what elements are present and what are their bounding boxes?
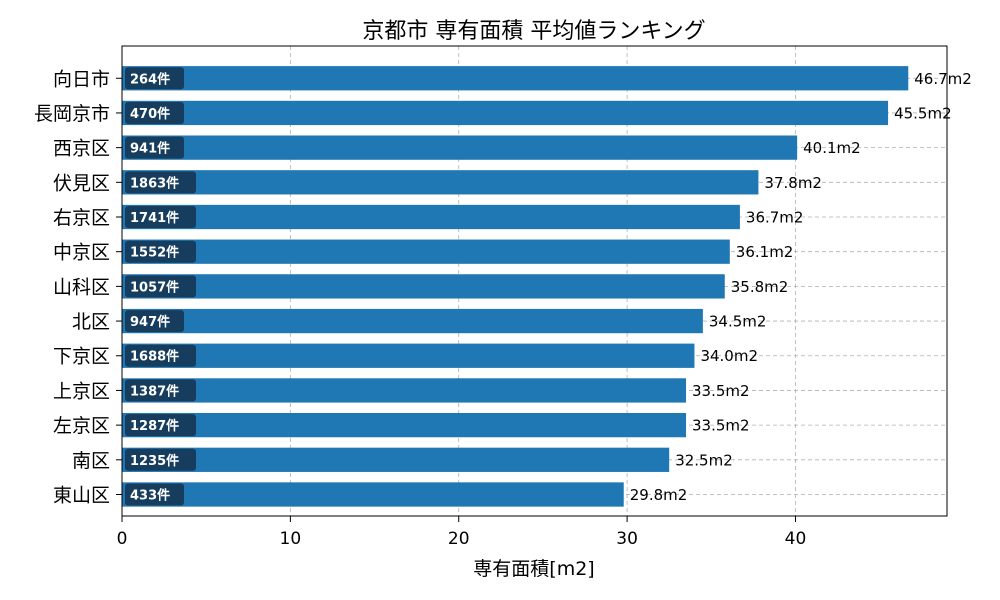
category-label: 東山区 <box>53 484 110 506</box>
category-label: 西京区 <box>53 138 110 160</box>
count-label: 470件 <box>130 106 170 122</box>
count-badge <box>125 171 196 194</box>
count-badge <box>125 414 196 437</box>
count-label: 433件 <box>130 487 170 503</box>
category-label: 伏見区 <box>53 172 110 194</box>
bar <box>122 308 703 334</box>
bar <box>122 204 740 230</box>
bar <box>122 412 687 438</box>
value-label: 36.1m2 <box>736 243 794 261</box>
count-badge <box>125 448 196 471</box>
count-label: 1741件 <box>130 210 179 226</box>
count-badge <box>125 344 196 367</box>
count-badge <box>125 136 184 159</box>
bar <box>122 100 889 126</box>
chart-title: 京都市 専有面積 平均値ランキング <box>362 19 705 44</box>
value-label: 36.7m2 <box>746 209 804 227</box>
count-label: 947件 <box>130 314 170 330</box>
category-label: 上京区 <box>53 380 110 402</box>
x-axis-label: 専有面積[m2] <box>473 558 594 580</box>
x-tick-label: 30 <box>616 529 638 549</box>
count-badge <box>125 67 184 90</box>
category-label: 北区 <box>72 311 110 333</box>
x-tick-label: 0 <box>117 529 128 549</box>
count-label: 941件 <box>130 141 170 157</box>
count-badge <box>125 483 184 506</box>
plot-area-frame <box>121 45 948 517</box>
x-tick-label: 40 <box>785 529 807 549</box>
count-label: 1688件 <box>130 349 179 365</box>
count-label: 1235件 <box>130 453 179 469</box>
count-label: 1552件 <box>130 245 179 261</box>
count-label: 264件 <box>130 71 170 87</box>
bars: 向日市 264件 46.7m2 長岡京市 470件 45.5m2 西京区 941件 40.1m2… <box>34 66 972 507</box>
bar <box>122 170 759 195</box>
bar <box>122 66 909 91</box>
bar <box>122 135 798 160</box>
count-badge <box>125 206 196 229</box>
x-tick-label: 10 <box>280 529 302 549</box>
value-label: 32.5m2 <box>675 451 733 469</box>
bar <box>122 378 687 403</box>
bar <box>122 447 670 472</box>
value-label: 34.0m2 <box>700 347 758 365</box>
category-label: 向日市 <box>53 68 110 90</box>
value-label: 40.1m2 <box>803 139 861 157</box>
category-label: 左京区 <box>53 415 110 437</box>
bar <box>122 274 725 299</box>
value-label: 35.8m2 <box>731 278 789 296</box>
bar <box>122 239 730 264</box>
x-axis-ticks: 0 10 20 30 40 <box>116 77 807 549</box>
category-label: 山科区 <box>53 276 110 298</box>
bar <box>122 343 695 368</box>
category-label: 中京区 <box>53 242 110 264</box>
category-label: 右京区 <box>53 207 110 229</box>
count-badge <box>125 379 196 402</box>
category-label: 下京区 <box>53 346 110 368</box>
value-label: 46.7m2 <box>914 70 972 88</box>
bar <box>122 482 624 507</box>
count-label: 1387件 <box>130 383 179 399</box>
count-badge <box>125 275 196 298</box>
value-label: 29.8m2 <box>630 486 688 504</box>
value-label: 33.5m2 <box>692 382 750 400</box>
value-label: 37.8m2 <box>764 174 822 192</box>
count-badge <box>125 240 196 263</box>
count-badge <box>125 101 184 124</box>
x-tick-label: 20 <box>448 529 470 549</box>
value-label: 34.5m2 <box>709 313 767 331</box>
count-label: 1863件 <box>130 175 179 191</box>
value-label: 33.5m2 <box>692 417 750 435</box>
value-label: 45.5m2 <box>894 104 952 122</box>
category-label: 南区 <box>72 450 110 472</box>
count-label: 1287件 <box>130 418 179 434</box>
count-badge <box>125 310 184 333</box>
count-label: 1057件 <box>130 279 179 295</box>
category-label: 長岡京市 <box>34 103 110 125</box>
